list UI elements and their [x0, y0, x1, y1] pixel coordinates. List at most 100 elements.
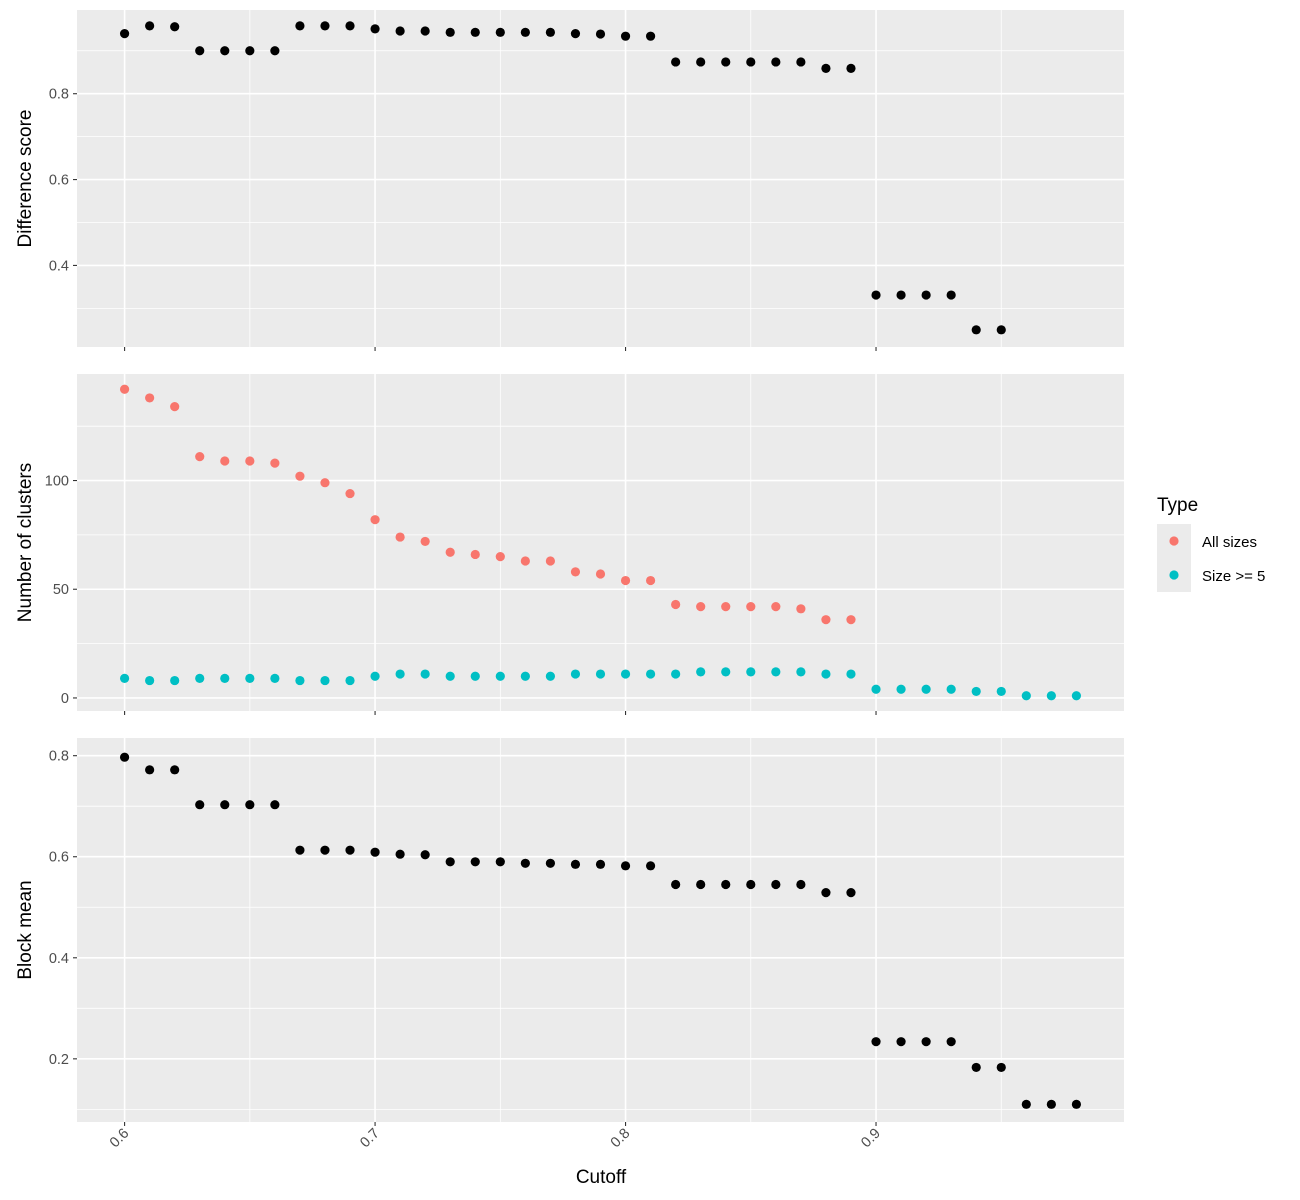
data-point	[595, 569, 606, 579]
data-point	[395, 26, 405, 36]
data-point	[595, 29, 606, 39]
y-tick-label: 0.6	[49, 173, 69, 189]
legend-label: Size >= 5	[1202, 568, 1265, 585]
data-point	[971, 1062, 981, 1073]
data-point	[620, 669, 631, 679]
data-point	[245, 800, 255, 810]
data-point	[620, 575, 631, 586]
data-point	[270, 46, 280, 56]
data-point	[220, 46, 230, 56]
x-tick-label: 0.7	[357, 1126, 383, 1152]
data-point	[771, 667, 781, 677]
data-point	[145, 765, 155, 775]
data-point	[946, 684, 956, 694]
panel-background	[77, 10, 1124, 347]
data-point	[145, 675, 155, 686]
data-point	[320, 478, 330, 488]
data-point	[896, 684, 906, 694]
legend-swatch	[1169, 570, 1179, 580]
data-point	[295, 471, 305, 481]
data-point	[170, 765, 180, 775]
data-point	[570, 29, 581, 39]
data-point	[971, 686, 981, 697]
data-point	[320, 21, 330, 31]
data-point	[671, 57, 681, 67]
data-point	[821, 888, 831, 898]
data-point	[746, 57, 756, 67]
x-tick-label: 0.6	[107, 1126, 133, 1152]
data-point	[595, 669, 606, 679]
data-point	[545, 671, 556, 681]
data-point	[696, 602, 706, 612]
data-point	[570, 669, 581, 679]
x-tick-label: 0.9	[858, 1126, 884, 1152]
data-point	[971, 325, 981, 335]
panel-background	[77, 374, 1124, 711]
data-point	[420, 850, 430, 860]
data-point	[746, 667, 756, 677]
data-point	[645, 575, 656, 586]
data-point	[846, 888, 856, 898]
data-point	[295, 675, 305, 686]
data-point	[595, 859, 606, 869]
y-tick-label: 100	[45, 474, 69, 490]
data-point	[671, 599, 681, 610]
data-point	[620, 861, 631, 871]
data-point	[195, 800, 205, 810]
data-point	[370, 847, 380, 857]
data-point	[871, 290, 881, 300]
data-point	[370, 24, 380, 34]
legend-swatch	[1169, 536, 1179, 546]
data-point	[721, 602, 731, 612]
data-point	[796, 57, 806, 67]
data-point	[771, 602, 781, 612]
data-point	[119, 29, 130, 39]
data-point	[495, 671, 505, 681]
panel-1: 0.4 0.6 0.8 Difference score	[15, 10, 1124, 351]
data-point	[821, 669, 831, 679]
data-point	[420, 669, 430, 679]
data-point	[370, 671, 380, 681]
legend-entries: All sizes Size >= 5	[1157, 524, 1265, 592]
panel-3: 0.2 0.4 0.6 0.8 Block mean	[15, 738, 1124, 1126]
data-point	[220, 800, 230, 810]
data-point	[495, 857, 505, 867]
data-point	[445, 671, 455, 681]
data-point	[345, 675, 355, 686]
data-point	[270, 673, 280, 683]
y-tick-label: 0.8	[49, 749, 69, 765]
y-axis-title: Number of clusters	[15, 463, 36, 622]
data-point	[470, 671, 480, 681]
series-all-sizes	[119, 384, 856, 625]
data-point	[645, 31, 656, 41]
data-point	[195, 673, 205, 683]
data-point	[395, 669, 405, 679]
data-point	[671, 879, 681, 890]
data-point	[170, 22, 180, 32]
data-point	[570, 567, 581, 577]
legend: Type All sizes Size >= 5	[1157, 495, 1265, 592]
data-point	[545, 858, 556, 868]
data-point	[996, 325, 1006, 335]
data-point	[295, 845, 305, 855]
data-point	[545, 556, 556, 566]
data-point	[119, 673, 130, 683]
legend-title: Type	[1157, 495, 1198, 516]
data-point	[821, 615, 831, 625]
data-point	[220, 673, 230, 683]
data-point	[320, 845, 330, 855]
data-point	[696, 667, 706, 677]
data-point	[821, 63, 831, 73]
data-point	[846, 63, 856, 73]
data-point	[846, 669, 856, 679]
data-point	[295, 21, 305, 31]
data-point	[896, 290, 906, 300]
x-axis: 0.6 0.7 0.8 0.9	[107, 1126, 884, 1152]
legend-entry: All sizes	[1157, 524, 1257, 558]
data-point	[946, 1037, 956, 1047]
data-point	[696, 57, 706, 67]
data-point	[470, 857, 480, 867]
data-point	[145, 393, 155, 403]
